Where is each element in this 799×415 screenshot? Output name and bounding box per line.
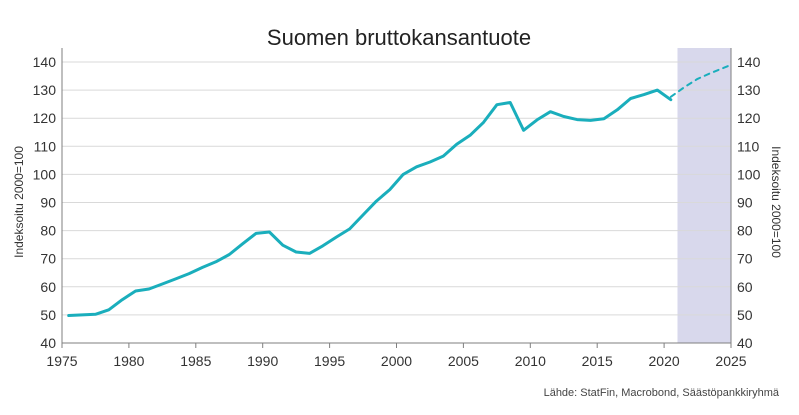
x-tick-label: 2010 [515,353,546,369]
gdp-line [67,88,673,317]
x-tick-label: 2005 [448,353,479,369]
y-tick-label-left: 50 [40,307,56,323]
y-tick-label-left: 120 [33,110,57,126]
y-tick-label-right: 60 [737,279,753,295]
y-axis-title-left: Indeksoitu 2000=100 [12,146,26,258]
tick-labels: 40 40 50 50 60 60 70 70 80 80 90 90 100 100 110 110 120 1… [33,54,761,369]
x-tick-label: 1995 [314,353,345,369]
x-tick-label: 1980 [113,353,144,369]
series-lines [67,63,732,317]
forecast-shaded-region [677,48,731,343]
y-tick-label-right: 100 [737,166,761,182]
y-tick-label-right: 80 [737,223,753,239]
y-tick-label-right: 110 [737,138,760,154]
y-tick-label-left: 100 [33,166,57,182]
y-tick-label-left: 130 [33,82,57,98]
y-tick-label-right: 40 [737,335,753,351]
y-tick-label-right: 90 [737,195,753,211]
y-tick-label-left: 110 [34,138,57,154]
y-tick-label-right: 50 [737,307,753,323]
gridlines [62,61,731,344]
y-tick-label-left: 40 [40,335,56,351]
x-tick-label: 2015 [582,353,613,369]
x-tick-label: 1985 [180,353,211,369]
y-tick-label-right: 140 [737,54,761,70]
source-note: Lähde: StatFin, Macrobond, Säästöpankkir… [544,387,780,399]
x-tick-label: 2000 [381,353,412,369]
x-tick-label: 1990 [247,353,278,369]
y-tick-label-left: 90 [40,195,56,211]
y-tick-label-left: 70 [40,251,56,267]
forecast-line [669,63,732,98]
chart-title: Suomen bruttokansantuote [267,25,531,50]
y-tick-label-right: 130 [737,82,761,98]
y-tick-label-left: 140 [33,54,57,70]
x-tick-label: 2020 [649,353,680,369]
y-tick-label-right: 70 [737,251,753,267]
y-tick-label-right: 120 [737,110,761,126]
y-tick-label-left: 80 [40,223,56,239]
x-tick-label: 2025 [715,353,746,369]
axes [61,48,732,348]
x-tick-label: 1975 [46,353,77,369]
y-tick-label-left: 60 [40,279,56,295]
y-axis-title-right: Indeksoitu 2000=100 [769,146,783,258]
